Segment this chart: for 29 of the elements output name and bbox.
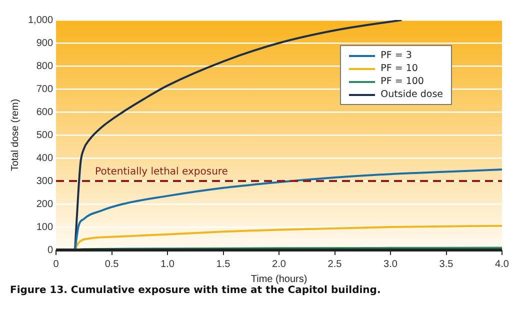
- y-tick-label: 1,000: [28, 14, 54, 26]
- legend-label: PF = 10: [380, 62, 419, 75]
- y-tick-label: 500: [36, 130, 54, 141]
- y-tick-label: 100: [36, 222, 54, 233]
- line-series: [74, 224, 502, 250]
- y-tick-label: 0: [47, 244, 54, 256]
- legend-label: PF = 100: [380, 75, 425, 88]
- y-tick-label: 300: [36, 176, 54, 187]
- x-tick-label: 3.5: [439, 258, 454, 270]
- y-tick-label: 900: [36, 38, 54, 49]
- x-tick-label: 2.0: [272, 258, 286, 270]
- legend-label: PF = 3: [380, 49, 413, 62]
- y-tick-label: 200: [36, 198, 54, 210]
- caption: Figure 13. Cumulative exposure with time at the Capitol building.: [9, 285, 382, 296]
- ref-line-label: Potentially lethal exposure: [95, 166, 228, 178]
- x-tick-label: 2.5: [328, 258, 342, 270]
- y-tick-label: 400: [36, 152, 54, 164]
- line-series: [74, 168, 502, 250]
- x-tick-label: 1.0: [160, 258, 175, 270]
- x-tick-label: 0.5: [104, 258, 120, 270]
- x-tick-label: 4.0: [495, 258, 510, 270]
- legend-label: Outside dose: [380, 88, 443, 101]
- y-tick-label: 600: [36, 106, 54, 118]
- x-axis-title: Time (hours): [250, 274, 308, 285]
- y-axis-title: Total dose (rem): [10, 98, 21, 172]
- y-tick-label: 700: [36, 84, 54, 95]
- x-tick-label: 1.5: [216, 258, 231, 270]
- x-tick-label: 3.0: [384, 258, 398, 270]
- y-tick-label: 800: [36, 60, 54, 72]
